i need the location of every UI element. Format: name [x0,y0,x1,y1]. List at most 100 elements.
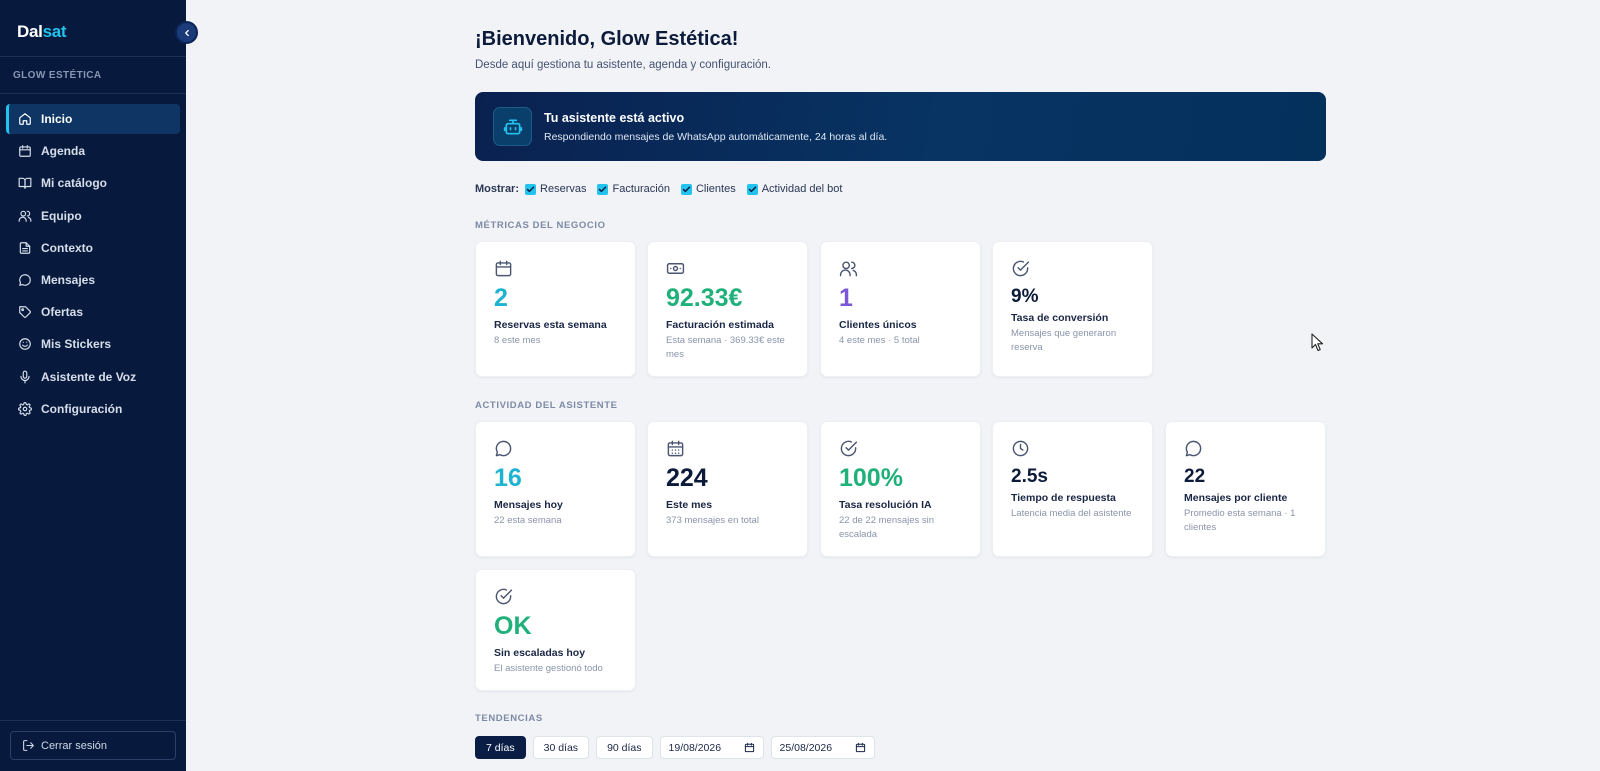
page-title: ¡Bienvenido, Glow Estética! [475,28,739,50]
activity-description: 22 esta semana [494,515,562,526]
check-circle-icon [840,440,858,457]
logout-button[interactable]: Cerrar sesión [10,731,176,760]
sidebar-item-agenda[interactable]: Agenda [6,136,180,166]
sidebar-item-stickers[interactable]: Mis Stickers [6,329,180,359]
sidebar-divider [0,93,186,94]
chat-icon [495,440,512,457]
gear-icon [18,401,32,416]
filter-facturacion-checkbox[interactable]: Facturación [597,183,670,195]
smiley-icon [19,338,31,351]
workspace-name: GLOW ESTÉTICA [13,70,102,81]
sidebar-item-catalogo[interactable]: Mi catálogo [6,168,180,198]
activity-card-este-mes[interactable]: 224 Este mes 373 mensajes en total [647,421,808,557]
sidebar-item-configuracion[interactable]: Configuración [6,394,180,424]
date-from-input[interactable]: 19/08/2026 [659,736,764,759]
calendar-icon [495,260,512,277]
metric-card-reservas[interactable]: 2 Reservas esta semana 8 este mes [475,241,636,377]
sidebar-nav: Inicio Agenda Mi catálogo Equipo Context… [6,104,180,426]
metric-value: 9% [1011,286,1039,307]
filter-label: Actividad del bot [761,183,843,195]
microphone-icon [20,370,30,383]
calendar-icon [855,742,865,753]
filter-clientes-checkbox[interactable]: Clientes [680,183,736,195]
book-icon [18,178,32,190]
calendar-grid-icon [667,440,684,457]
checkbox-checked-icon [680,183,692,195]
sidebar-item-label: Equipo [41,208,82,223]
sidebar-item-equipo[interactable]: Equipo [6,201,180,231]
activity-card-sin-escaladas[interactable]: OK Sin escaladas hoy El asistente gestio… [475,569,636,691]
mouse-cursor-icon [1311,333,1324,352]
filter-label: Clientes [695,183,736,195]
sidebar-item-label: Inicio [41,112,73,126]
metric-value: 1 [839,284,853,312]
users-icon [839,261,858,277]
activity-description: El asistente gestionó todo [494,663,603,674]
range-90-days-button[interactable]: 90 días [596,736,653,759]
checkbox-checked-icon [525,183,537,195]
activity-card-mensajes-hoy[interactable]: 16 Mensajes hoy 22 esta semana [475,421,636,557]
filter-actividad-bot-checkbox[interactable]: Actividad del bot [746,183,843,195]
date-from-value: 19/08/2026 [668,741,722,754]
sidebar-item-inicio[interactable]: Inicio [6,104,180,134]
sidebar-divider [0,720,186,721]
logout-label: Cerrar sesión [41,739,108,752]
chat-icon [19,274,31,286]
chat-icon [1185,440,1202,457]
metric-description: Esta semana · 369.33€ este mes [666,335,785,360]
metric-label: Tasa de conversión [1011,312,1109,324]
range-30-days-button[interactable]: 30 días [532,736,590,759]
activity-label: Tasa resolución IA [839,499,932,511]
activity-description: 22 de 22 mensajes sin escalada [839,515,935,540]
range-7-days-button[interactable]: 7 días [475,736,526,759]
sidebar-item-label: Mi catálogo [41,176,108,191]
metric-description: Mensajes que generaron reserva [1011,328,1117,353]
activity-card-mensajes-cliente[interactable]: 22 Mensajes por cliente Promedio esta se… [1165,421,1326,557]
collapse-sidebar-button[interactable] [175,21,198,44]
logout-icon [23,740,34,751]
activity-value: 16 [494,464,522,492]
filter-reservas-checkbox[interactable]: Reservas [525,183,586,195]
sidebar-item-label: Configuración [41,401,123,416]
sidebar-item-contexto[interactable]: Contexto [6,233,180,263]
sidebar: Dalsat GLOW ESTÉTICA Inicio Agenda Mi ca… [0,0,186,771]
users-icon [18,210,32,222]
metric-card-clientes[interactable]: 1 Clientes únicos 4 este mes · 5 total [820,241,981,377]
section-title-tendencias: TENDENCIAS [475,713,543,724]
sidebar-item-ofertas[interactable]: Ofertas [6,297,180,327]
filter-label: Reservas [540,183,587,195]
sidebar-item-label: Asistente de Voz [41,369,137,384]
activity-description: Promedio esta semana · 1 clientes [1184,508,1296,533]
trend-range-controls: 7 días 30 días 90 días 19/08/2026 25/08/… [475,736,882,759]
sidebar-item-asistente-voz[interactable]: Asistente de Voz [6,362,180,392]
activity-label: Mensajes hoy [494,499,563,511]
activity-label: Este mes [666,499,713,511]
banner-text: Respondiendo mensajes de WhatsApp automá… [544,131,888,143]
tag-icon [19,306,31,319]
sidebar-divider [0,56,186,57]
activity-description: 373 mensajes en total [666,515,759,526]
section-title-actividad: ACTIVIDAD DEL ASISTENTE [475,400,618,411]
activity-description: Latencia media del asistente [1011,508,1132,519]
brand-logo[interactable]: Dalsat [17,22,67,41]
date-to-input[interactable]: 25/08/2026 [770,736,875,759]
metric-value: 92.33€ [666,284,743,312]
activity-card-resolucion-ia[interactable]: 100% Tasa resolución IA 22 de 22 mensaje… [820,421,981,557]
activity-value: OK [494,612,532,640]
robot-icon [493,107,532,146]
sidebar-item-label: Agenda [41,144,86,159]
clock-icon [1012,440,1029,457]
metric-label: Facturación estimada [666,319,774,331]
activity-value: 22 [1184,466,1206,487]
sidebar-item-mensajes[interactable]: Mensajes [6,265,180,295]
check-circle-icon [1012,260,1030,277]
sidebar-item-label: Mensajes [41,272,96,287]
activity-card-tiempo-respuesta[interactable]: 2.5s Tiempo de respuesta Latencia media … [992,421,1153,557]
visibility-filters: Mostrar: Reservas Facturación Clientes A… [475,183,853,195]
metric-card-facturacion[interactable]: 92.33€ Facturación estimada Esta semana … [647,241,808,377]
banner-title: Tu asistente está activo [544,111,685,125]
activity-value: 100% [839,464,903,492]
activity-label: Tiempo de respuesta [1011,492,1116,504]
filter-label: Facturación [612,183,670,195]
metric-card-conversion[interactable]: 9% Tasa de conversión Mensajes que gener… [992,241,1153,377]
